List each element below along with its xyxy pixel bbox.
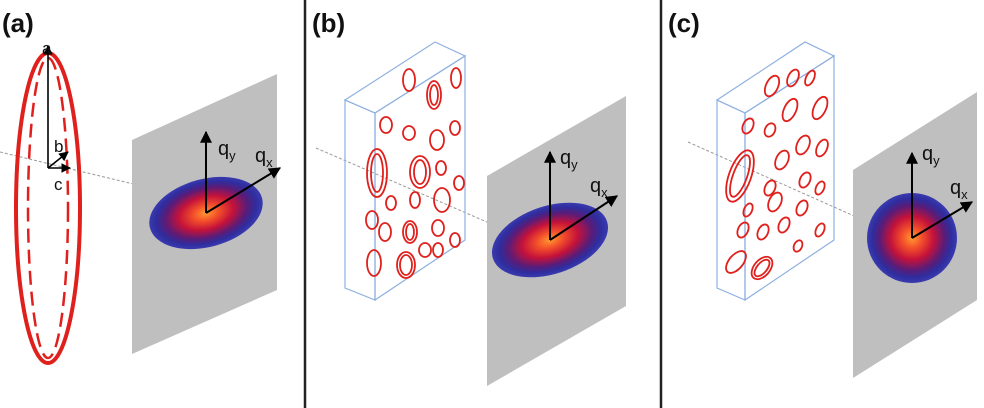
qy-label-a: qy [218, 138, 236, 163]
panel-a-label: (a) [2, 8, 34, 38]
semi-axis-c-label: c [54, 175, 63, 194]
panel-c: (c) [668, 8, 977, 378]
beam-line-b [315, 147, 541, 246]
panel-b-label: (b) [312, 8, 345, 38]
sample-box-b [343, 41, 467, 302]
panel-c-label: (c) [668, 8, 700, 38]
qx-axis-arrow-a [205, 167, 282, 214]
panel-b: (b) [312, 8, 626, 386]
ellipsoid-inner-dashed [26, 56, 70, 360]
semi-axis-b-label: b [54, 137, 63, 156]
semi-axis-b-arrow [47, 151, 69, 169]
qx-axis-arrow-b [549, 195, 619, 241]
qx-label-a: qx [255, 145, 273, 170]
particles-c [725, 68, 829, 281]
qx-label-c: qx [950, 177, 968, 202]
semi-axis-a-label: a [42, 39, 52, 58]
qx-axis-arrow-c [911, 201, 974, 239]
qy-label-c: qy [922, 143, 940, 168]
qx-label-b: qx [590, 175, 608, 200]
panel-a: (a) a b c qy qx [0, 8, 282, 365]
qy-label-b: qy [560, 147, 578, 172]
particles-b [365, 67, 465, 279]
sample-box-c [715, 41, 836, 302]
